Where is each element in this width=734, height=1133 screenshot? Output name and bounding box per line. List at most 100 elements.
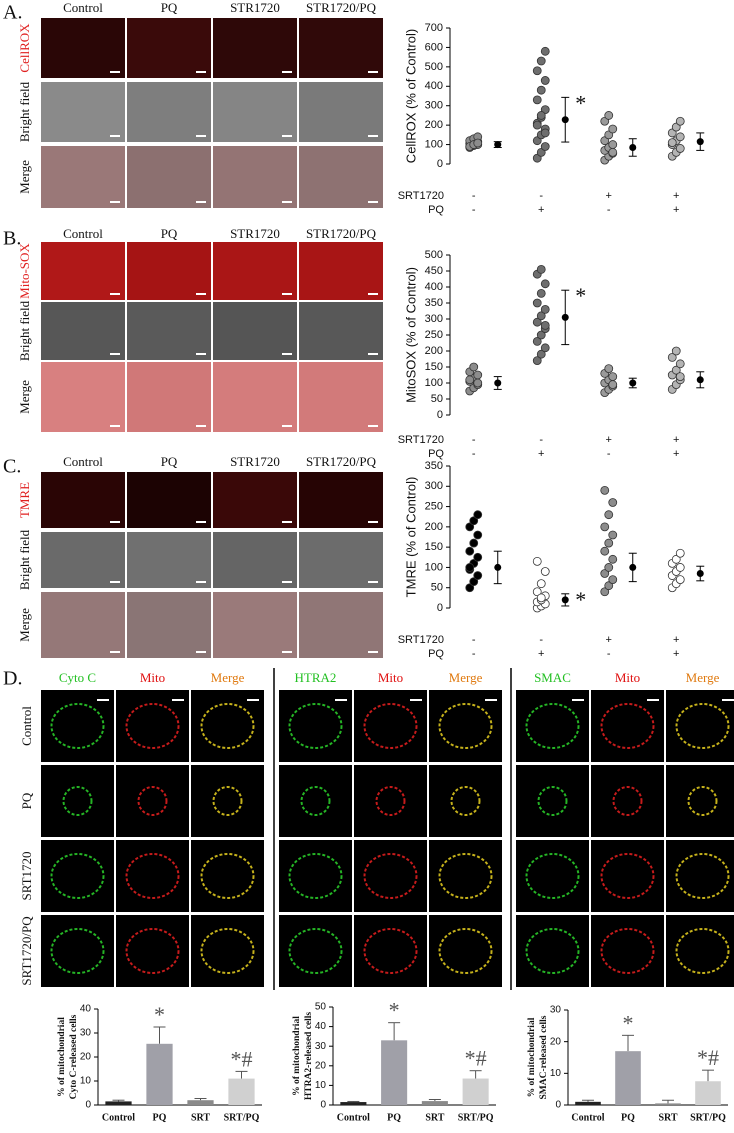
treatment-name: SRT1720 xyxy=(398,634,444,646)
y-tick-label: 10 xyxy=(315,1080,327,1091)
cell-outline xyxy=(125,703,180,749)
micrograph xyxy=(299,82,383,142)
micrograph xyxy=(516,690,589,762)
micrograph xyxy=(591,840,664,912)
y-tick-label: 500 xyxy=(425,61,443,73)
data-point xyxy=(536,330,546,340)
micrograph xyxy=(41,915,114,987)
data-point xyxy=(540,343,550,353)
cell-outline xyxy=(525,928,580,974)
cell-outline xyxy=(687,786,718,816)
data-point xyxy=(473,530,483,540)
data-point xyxy=(532,298,542,308)
data-point xyxy=(469,538,479,548)
y-tick-label: 40 xyxy=(80,1004,92,1015)
micrograph xyxy=(213,82,297,142)
micrograph xyxy=(116,690,189,762)
treatment-name: PQ xyxy=(428,648,444,660)
micrograph xyxy=(41,146,125,208)
micrograph xyxy=(299,592,383,658)
data-point xyxy=(532,95,542,105)
micrograph xyxy=(116,840,189,912)
cell-outline xyxy=(675,703,730,749)
data-point xyxy=(473,370,483,380)
y-tick-label: 250 xyxy=(425,500,443,512)
data-point xyxy=(536,288,546,298)
micrograph xyxy=(191,840,264,912)
data-point xyxy=(536,311,546,321)
data-point xyxy=(469,516,479,526)
y-tick-label: 0 xyxy=(320,1100,326,1111)
treatment-sign: + xyxy=(673,434,679,446)
y-tick-label: 10 xyxy=(550,1068,562,1079)
data-point xyxy=(465,583,475,593)
micrograph xyxy=(41,242,125,300)
panel-letter: B. xyxy=(3,228,21,250)
cell-outline xyxy=(363,853,418,899)
cell-outline xyxy=(62,786,93,816)
row-label: Merge xyxy=(17,608,32,642)
data-point xyxy=(532,587,542,597)
micrograph xyxy=(354,690,427,762)
micrograph xyxy=(41,532,125,588)
treatment-sign: - xyxy=(539,434,543,446)
micrograph xyxy=(429,915,502,987)
cell-outline xyxy=(288,853,343,899)
data-point xyxy=(532,556,542,566)
x-tick-label: SRT/PQ xyxy=(458,1112,494,1123)
data-point xyxy=(671,365,681,375)
micrograph xyxy=(41,472,125,528)
data-point xyxy=(473,378,483,388)
y-tick-label: 400 xyxy=(425,281,443,293)
x-tick-label: SRT xyxy=(191,1112,210,1123)
y-tick-label: 100 xyxy=(425,138,443,150)
y-tick-label: 40 xyxy=(315,1021,327,1032)
bar xyxy=(105,1101,132,1105)
column-header: PQ xyxy=(161,0,178,15)
data-point xyxy=(671,346,681,356)
y-tick-label: 0 xyxy=(555,1100,561,1111)
treatment-sign: - xyxy=(472,190,476,202)
treatment-sign: - xyxy=(472,648,476,660)
data-point xyxy=(675,548,685,558)
column-header: Merge xyxy=(449,670,483,685)
bar xyxy=(187,1100,214,1105)
data-point xyxy=(608,554,618,564)
x-tick-label: SRT xyxy=(658,1112,677,1123)
y-tick-label: 20 xyxy=(80,1052,92,1063)
cell-outline xyxy=(200,703,255,749)
micrograph xyxy=(191,690,264,762)
treatment-sign: - xyxy=(607,648,611,660)
data-point xyxy=(675,372,685,382)
column-header: Cyto C xyxy=(59,670,96,685)
data-point xyxy=(600,522,610,532)
x-tick-label: PQ xyxy=(153,1112,167,1123)
micrograph xyxy=(213,592,297,658)
data-point xyxy=(671,554,681,564)
treatment-sign: + xyxy=(673,448,679,460)
mean-point xyxy=(696,376,704,384)
y-tick-label: 150 xyxy=(425,361,443,373)
column-header: SMAC xyxy=(534,670,571,685)
micrograph xyxy=(127,472,211,528)
micrograph xyxy=(41,840,114,912)
panel-letter: A. xyxy=(3,2,22,24)
data-point xyxy=(675,132,685,142)
y-tick-label: 200 xyxy=(425,345,443,357)
cell-outline xyxy=(200,928,255,974)
row-label: Control xyxy=(19,706,34,746)
data-point xyxy=(540,279,550,289)
row-label: PQ xyxy=(19,792,34,809)
bar xyxy=(340,1102,367,1105)
y-axis-label: HTRA2-released cells xyxy=(304,1012,314,1101)
micrograph xyxy=(41,362,125,432)
treatment-sign: + xyxy=(673,634,679,646)
data-point xyxy=(604,364,614,374)
data-point xyxy=(536,349,546,359)
data-point xyxy=(536,85,546,95)
data-point xyxy=(473,571,483,580)
mean-point xyxy=(494,563,502,571)
mean-point xyxy=(696,570,704,578)
treatment-sign: + xyxy=(673,190,679,202)
row-label: Merge xyxy=(17,160,32,194)
